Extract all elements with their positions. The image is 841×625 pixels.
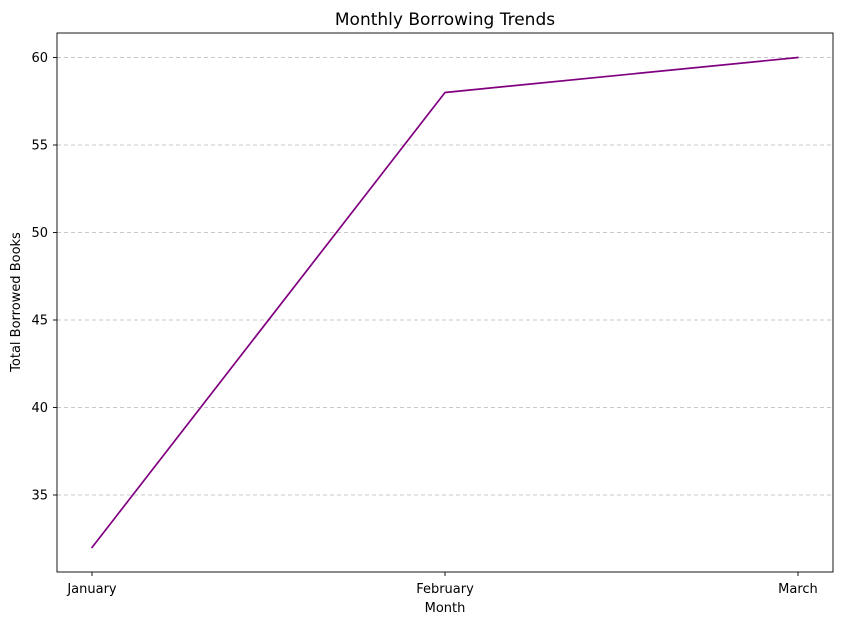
y-tick-label: 45	[31, 314, 48, 329]
x-tick-label: February	[416, 582, 474, 597]
y-tick-label: 35	[31, 489, 48, 504]
series-layer	[91, 56, 799, 549]
x-axis: January February March	[66, 572, 818, 597]
y-gridlines	[57, 57, 833, 496]
y-axis: 35 40 45 50 55 60	[31, 51, 57, 504]
series-line	[91, 56, 799, 549]
y-tick-label: 55	[31, 139, 48, 154]
x-axis-label: Month	[425, 601, 466, 616]
y-tick-label: 60	[31, 51, 48, 66]
y-tick-label: 50	[31, 226, 48, 241]
plot-frame	[56, 32, 834, 573]
x-tick-label: January	[66, 582, 117, 597]
y-tick-label: 40	[31, 401, 48, 416]
x-tick-label: March	[778, 582, 818, 597]
y-axis-label: Total Borrowed Books	[9, 232, 24, 373]
chart-title: Monthly Borrowing Trends	[335, 10, 555, 30]
